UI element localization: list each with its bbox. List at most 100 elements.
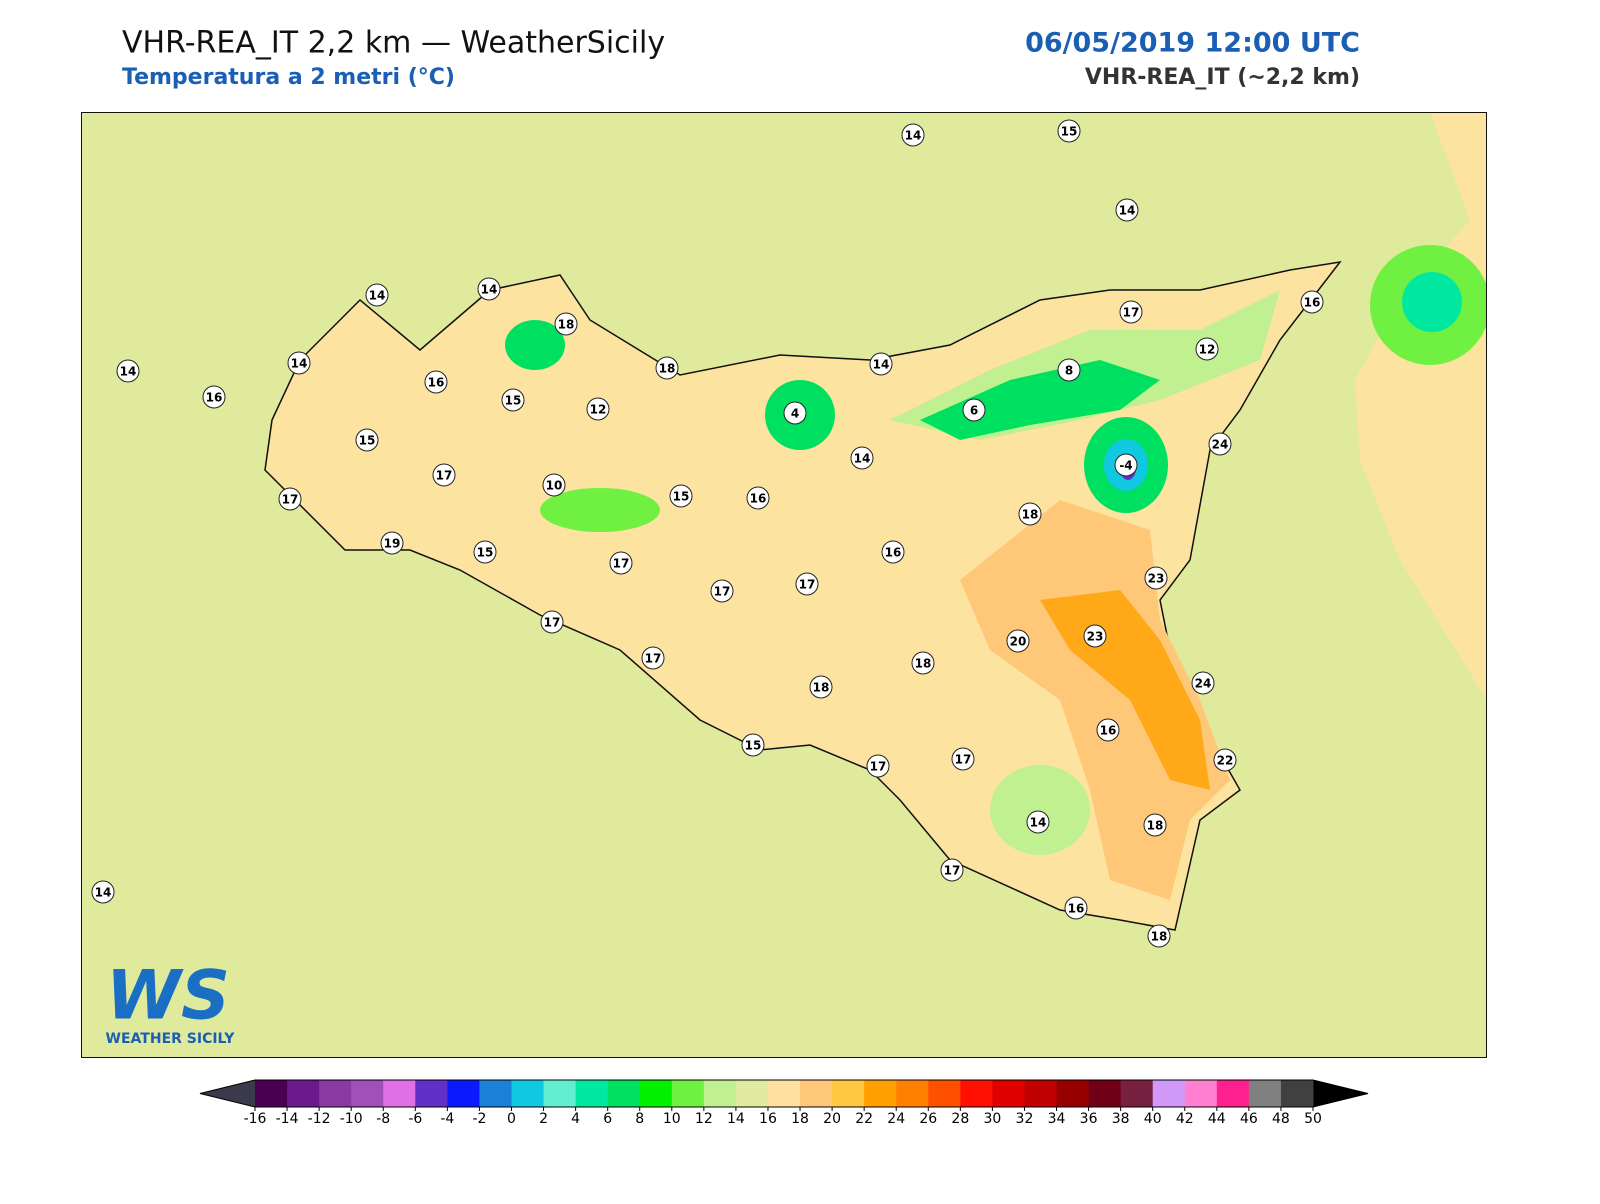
colorbar-tick-label: 0 [507,1111,516,1127]
station-value: 20 [1010,635,1027,649]
colorbar-bin [255,1080,288,1107]
colorbar-bin [639,1080,673,1107]
colorbar-tick-label: 36 [1080,1111,1098,1127]
station-marker [380,531,404,555]
station-value: 17 [714,585,731,599]
station-marker [962,398,986,422]
station-marker [901,123,925,147]
colorbar-tick-label: 50 [1304,1111,1322,1127]
station-marker [911,651,935,675]
station-value: 17 [282,493,299,507]
colorbar-bin [832,1080,865,1107]
station-marker [1213,748,1237,772]
station-value: 15 [673,490,690,504]
station-marker [1119,300,1143,324]
station-marker [869,352,893,376]
station-marker [866,754,890,778]
station-value: 14 [369,289,386,303]
station-marker [783,401,807,425]
colorbar-bin [479,1080,512,1107]
station-value: 14 [120,365,137,379]
colorbar-tick-label: 40 [1144,1111,1162,1127]
station-marker [655,356,679,380]
station-marker [1006,629,1030,653]
station-value: 10 [546,479,563,493]
colorbar: -16 -14 -12 -10 -8 -6 -4 -2 0 2 4 6 8 10 12 14 16 18 20 22 2… [199,1079,1369,1127]
station-marker [1191,671,1215,695]
station-marker [669,484,693,508]
station-value: 18 [659,362,676,376]
station-value: 17 [955,753,972,767]
colorbar-bin [960,1080,993,1107]
colorbar-tick-label: -16 [244,1111,267,1127]
station-value: 16 [1100,724,1117,738]
colorbar-bin [1280,1080,1314,1107]
colorbar-tick-label: 46 [1240,1111,1258,1127]
station-value: 24 [1212,438,1229,452]
station-marker [202,385,226,409]
colorbar-bin [1088,1080,1122,1107]
station-value: 14 [481,283,498,297]
station-marker [116,359,140,383]
station-marker [424,370,448,394]
colorbar-bin [703,1080,737,1107]
station-value: 14 [291,357,308,371]
station-value: 23 [1148,572,1165,586]
colorbar-bin [1056,1080,1090,1107]
station-value: 14 [854,452,871,466]
station-marker [809,675,833,699]
colorbar-tick-label: 18 [791,1111,809,1127]
blob [1402,272,1462,332]
colorbar-tick-label: 14 [727,1111,745,1127]
station-value: 14 [95,886,112,900]
colorbar-tick-label: 2 [539,1111,548,1127]
colorbar-over [1313,1080,1368,1107]
colorbar-tick-label: -12 [308,1111,331,1127]
colorbar-tick-label: 4 [571,1111,580,1127]
colorbar-tick-label: 16 [759,1111,777,1127]
model-name: VHR-REA_IT (~2,2 km) [1085,65,1360,90]
colorbar-tick-label: 42 [1176,1111,1194,1127]
logo-mark: WS [106,957,230,1036]
station-value: 17 [544,616,561,630]
station-marker [501,388,525,412]
colorbar-tick-label: 34 [1048,1111,1066,1127]
station-value: 18 [813,681,830,695]
station-value: 17 [613,557,630,571]
colorbar-tick-label: 24 [887,1111,905,1127]
station-marker [1064,896,1088,920]
station-value: 12 [590,403,607,417]
station-marker [710,579,734,603]
colorbar-bin [319,1080,352,1107]
colorbar-tick-label: -8 [376,1111,390,1127]
station-value: 17 [645,652,662,666]
cold-spot [505,320,565,370]
station-marker [1195,337,1219,361]
cool-spot [990,765,1090,855]
cold-area [920,360,1160,440]
station-marker [477,277,501,301]
station-value: 18 [915,657,932,671]
station-marker [278,487,302,511]
station-marker [365,283,389,307]
colorbar-tick-label: -2 [472,1111,486,1127]
station-value: 4 [791,407,799,421]
colorbar-bin [800,1080,833,1107]
colorbar-bin [896,1080,929,1107]
stations: 14 15 14 14 14 18 14 14 16 16 15 18 12 4 14 17 16 12 8 6 15 1… [91,119,1324,948]
logo-text: WEATHER SICILY [106,1031,236,1047]
station-marker [850,446,874,470]
station-marker [609,551,633,575]
colorbar-tick-label: -4 [440,1111,454,1127]
title: VHR-REA_IT 2,2 km — WeatherSicily [122,26,665,61]
cold-spot [540,488,660,532]
station-value: 16 [428,376,445,390]
colorbar-bin [575,1080,609,1107]
colorbar-tick-label: 12 [695,1111,713,1127]
colorbar-bin [287,1080,320,1107]
colorbar-bin [1024,1080,1058,1107]
station-marker [795,572,819,596]
colorbar-bin [767,1080,801,1107]
